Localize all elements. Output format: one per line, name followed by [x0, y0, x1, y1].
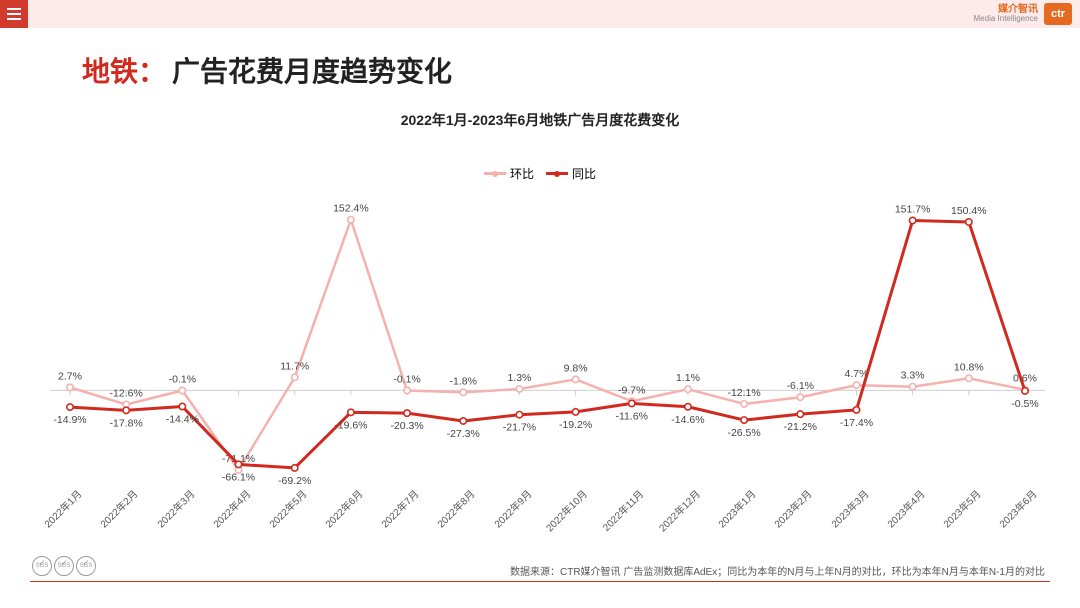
svg-text:-9.7%: -9.7% — [618, 384, 645, 396]
legend-swatch-huanbi — [484, 172, 506, 175]
svg-text:-14.9%: -14.9% — [53, 414, 86, 426]
x-axis-category: 2022年6月 — [321, 486, 365, 530]
footer-divider — [30, 581, 1050, 582]
chart-area: 2.7%-12.6%-0.1%-71.1%11.7%152.4%-0.1%-1.… — [50, 200, 1045, 480]
slide: 媒介智讯 Media Intelligence ctr 地铁： 广告花费月度趋势… — [0, 0, 1080, 608]
svg-text:0.6%: 0.6% — [1013, 373, 1037, 385]
x-axis-category: 2022年9月 — [490, 486, 534, 530]
x-axis-category: 2022年3月 — [153, 486, 197, 530]
x-axis-category: 2022年5月 — [265, 486, 309, 530]
svg-text:152.4%: 152.4% — [333, 203, 369, 215]
legend-label-huanbi: 环比 — [510, 165, 534, 182]
svg-text:-11.6%: -11.6% — [616, 410, 649, 422]
x-axis-category: 2022年4月 — [209, 486, 253, 530]
svg-text:-0.1%: -0.1% — [393, 374, 420, 386]
x-axis-category: 2023年4月 — [883, 486, 927, 530]
svg-text:2.7%: 2.7% — [58, 370, 82, 382]
x-axis-labels: 2022年1月2022年2月2022年3月2022年4月2022年5月2022年… — [50, 480, 1045, 540]
svg-text:-19.6%: -19.6% — [334, 419, 367, 431]
svg-text:1.3%: 1.3% — [507, 372, 531, 384]
svg-text:10.8%: 10.8% — [954, 361, 984, 373]
svg-text:150.4%: 150.4% — [951, 205, 987, 217]
svg-text:3.3%: 3.3% — [901, 370, 925, 382]
hamburger-menu-icon[interactable] — [0, 0, 28, 28]
legend-item-huanbi: 环比 — [484, 165, 534, 182]
svg-text:-26.5%: -26.5% — [727, 427, 760, 439]
svg-text:-0.1%: -0.1% — [169, 374, 196, 386]
x-axis-category: 2022年1月 — [40, 486, 84, 530]
x-axis-category: 2022年10月 — [542, 486, 590, 534]
svg-text:-14.4%: -14.4% — [166, 414, 199, 426]
legend-swatch-tongbi — [546, 172, 568, 175]
title-category: 地铁： — [82, 50, 166, 90]
svg-text:-21.2%: -21.2% — [784, 421, 817, 433]
sgs-badges: SGS SGS SGS — [32, 556, 96, 576]
x-axis-category: 2022年2月 — [96, 486, 140, 530]
x-axis-category: 2022年7月 — [377, 486, 421, 530]
x-axis-category: 2022年12月 — [654, 486, 702, 534]
svg-text:-6.1%: -6.1% — [787, 380, 814, 392]
svg-text:-20.3%: -20.3% — [390, 420, 423, 432]
topbar: 媒介智讯 Media Intelligence ctr — [0, 0, 1080, 28]
chart-subtitle: 2022年1月-2023年6月地铁广告月度花费变化 — [0, 110, 1080, 130]
svg-text:9.8%: 9.8% — [564, 362, 588, 374]
brand-logo: ctr — [1044, 3, 1072, 25]
x-axis-category: 2023年1月 — [714, 486, 758, 530]
svg-text:151.7%: 151.7% — [895, 203, 931, 215]
x-axis-category: 2023年5月 — [939, 486, 983, 530]
sgs-badge-icon: SGS — [54, 556, 74, 576]
line-chart: 2.7%-12.6%-0.1%-71.1%11.7%152.4%-0.1%-1.… — [50, 200, 1045, 480]
x-axis-category: 2023年3月 — [827, 486, 871, 530]
brand-block: 媒介智讯 Media Intelligence ctr — [974, 3, 1080, 25]
sgs-badge-icon: SGS — [76, 556, 96, 576]
svg-text:11.7%: 11.7% — [280, 360, 309, 372]
svg-text:-27.3%: -27.3% — [447, 428, 480, 440]
svg-text:-12.6%: -12.6% — [110, 388, 143, 400]
legend-label-tongbi: 同比 — [572, 165, 596, 182]
x-axis-category: 2023年6月 — [995, 486, 1039, 530]
page-title: 地铁： 广告花费月度趋势变化 — [82, 50, 452, 90]
svg-text:-19.2%: -19.2% — [559, 419, 592, 431]
x-axis-category: 2023年2月 — [770, 486, 814, 530]
svg-text:-1.8%: -1.8% — [450, 375, 477, 387]
svg-text:-17.8%: -17.8% — [110, 417, 143, 429]
x-axis-category: 2022年11月 — [599, 486, 647, 534]
svg-text:-0.5%: -0.5% — [1011, 398, 1038, 410]
svg-text:-17.4%: -17.4% — [840, 417, 873, 429]
brand-en: Media Intelligence — [974, 15, 1038, 23]
svg-text:-21.7%: -21.7% — [503, 422, 536, 434]
footer-source: 数据来源：CTR媒介智讯 广告监测数据库AdEx；同比为本年的N月与上年N月的对… — [510, 563, 1045, 578]
sgs-badge-icon: SGS — [32, 556, 52, 576]
legend-item-tongbi: 同比 — [546, 165, 596, 182]
title-main: 广告花费月度趋势变化 — [172, 50, 452, 90]
x-axis-category: 2022年8月 — [433, 486, 477, 530]
brand-text: 媒介智讯 Media Intelligence — [974, 5, 1038, 23]
svg-text:1.1%: 1.1% — [676, 372, 700, 384]
svg-text:-12.1%: -12.1% — [727, 387, 760, 399]
svg-text:-14.6%: -14.6% — [671, 414, 704, 426]
legend: 环比 同比 — [0, 165, 1080, 182]
